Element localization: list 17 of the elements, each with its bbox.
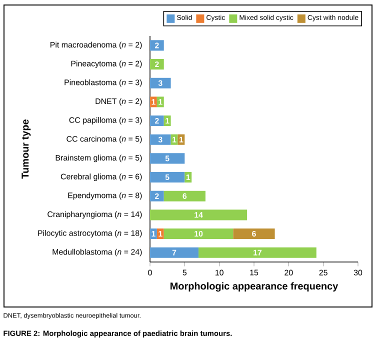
bar: [150, 58, 164, 70]
bar: [164, 190, 206, 202]
bar: [150, 40, 164, 51]
bar: [150, 210, 248, 220]
bar: [150, 115, 164, 126]
bar: [233, 228, 275, 240]
x-axis-title: Morphologic appearance frequency: [170, 282, 338, 292]
bar: [150, 190, 164, 202]
bar: [150, 172, 185, 183]
bar: [150, 96, 157, 108]
y-axis-title: Tumour type: [22, 120, 31, 179]
bar: [164, 228, 234, 240]
bar: [150, 78, 171, 88]
bar: [150, 247, 199, 258]
bar: [150, 134, 171, 145]
bar: [198, 247, 316, 258]
bar: [150, 153, 185, 164]
